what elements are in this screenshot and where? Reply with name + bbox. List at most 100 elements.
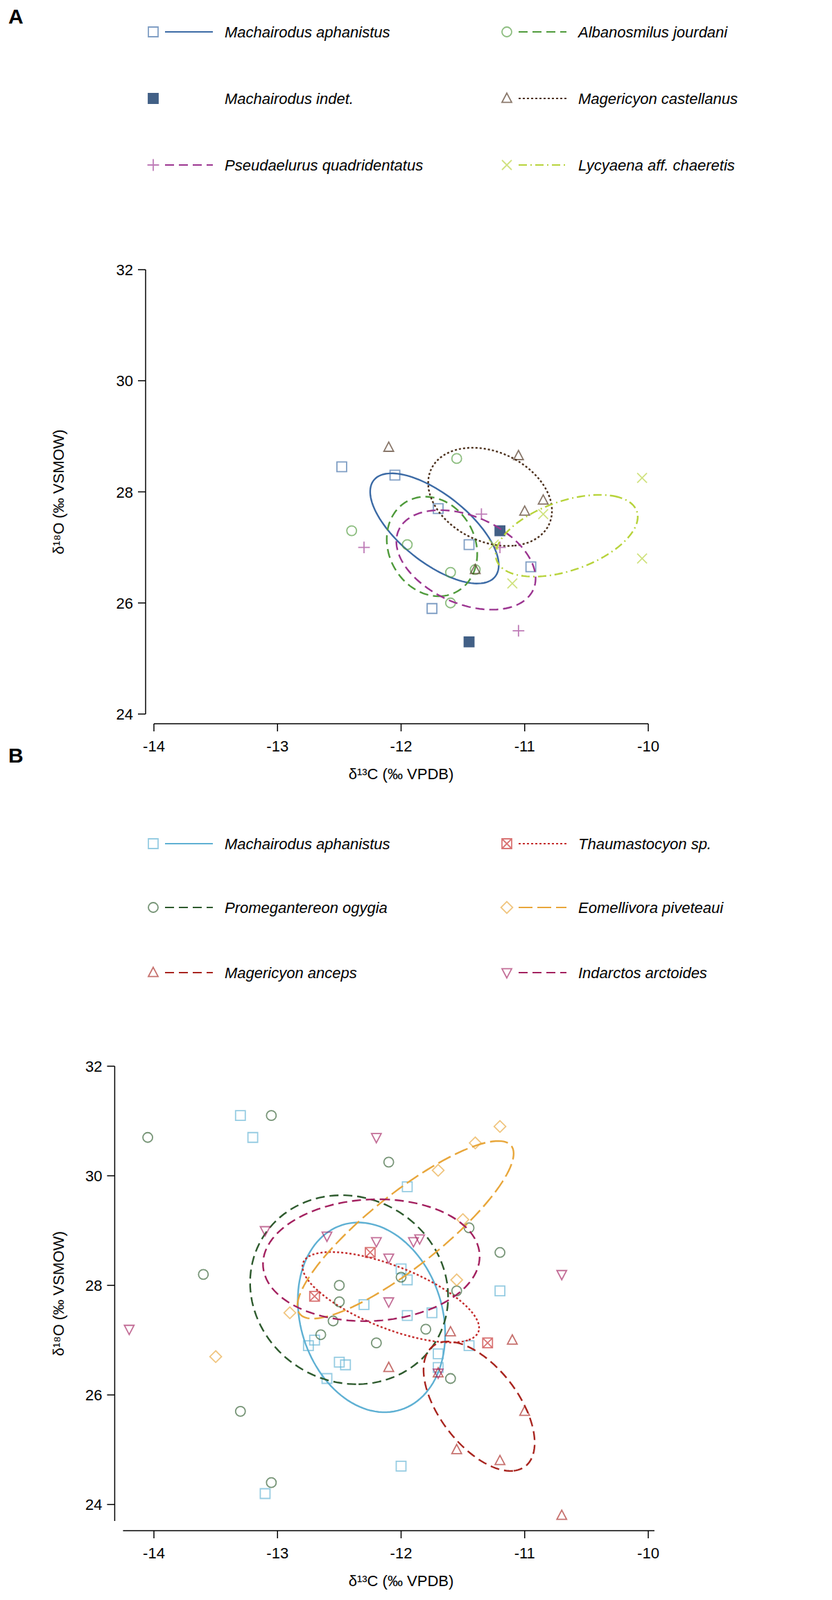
legend-label: Magericyon anceps — [224, 964, 358, 982]
point — [482, 1338, 493, 1348]
point — [334, 1357, 344, 1368]
y-tick — [106, 1504, 115, 1506]
x-tick-label: -10 — [637, 737, 660, 756]
point — [346, 526, 357, 536]
ellipse — [423, 1341, 535, 1472]
x-tick — [277, 1530, 279, 1539]
axes: -14-13-12-11-102426283032δ¹³C (‰ VPDB)δ¹… — [49, 1058, 660, 1590]
point — [402, 540, 412, 550]
point — [284, 1306, 297, 1319]
legend-marker — [501, 27, 512, 37]
point — [235, 1110, 246, 1121]
figure: AMachairodus aphanistusAlbanosmilus jour… — [0, 0, 832, 1600]
point — [334, 1297, 344, 1307]
point — [336, 461, 347, 472]
legend-marker — [147, 159, 160, 172]
point — [358, 541, 371, 554]
point — [359, 1300, 369, 1310]
legend: Machairodus aphanistusThaumastocyon sp.P… — [148, 835, 724, 982]
legend: Machairodus aphanistusAlbanosmilus jourd… — [147, 23, 738, 175]
point — [452, 453, 462, 464]
y-tick — [137, 602, 146, 604]
point — [334, 1280, 344, 1291]
point — [445, 1374, 456, 1384]
y-tick — [137, 491, 146, 493]
legend-line — [518, 843, 567, 845]
point — [495, 1286, 505, 1296]
point — [384, 442, 394, 452]
point — [266, 1478, 276, 1488]
point — [210, 1350, 222, 1363]
legend-marker — [501, 92, 512, 102]
point — [433, 1349, 444, 1359]
legend-marker — [148, 967, 159, 977]
point — [396, 1461, 407, 1472]
y-tick — [106, 1175, 115, 1177]
point — [384, 1157, 394, 1167]
point — [427, 603, 437, 614]
point — [390, 470, 401, 480]
point — [309, 1291, 320, 1302]
point — [452, 1444, 462, 1454]
legend-label: Promegantereon ogygia — [224, 899, 388, 917]
legend-label: Thaumastocyon sp. — [578, 835, 712, 853]
plot-marks — [124, 1110, 567, 1520]
plot-marks — [336, 442, 647, 647]
y-tick-label: 24 — [85, 1496, 102, 1514]
x-tick-label: -14 — [142, 737, 166, 756]
ellipse — [386, 497, 478, 597]
x-tick — [524, 723, 526, 732]
legend-label: Machairodus aphanistus — [224, 23, 390, 41]
point — [384, 1297, 394, 1307]
point — [512, 624, 525, 637]
x-tick-label: -11 — [514, 1544, 536, 1563]
x-tick — [153, 1530, 155, 1539]
y-tick — [137, 713, 146, 715]
x-tick-label: -13 — [266, 737, 289, 756]
ellipse — [250, 1195, 449, 1385]
point — [469, 1137, 482, 1149]
legend-marker — [148, 838, 159, 849]
point — [396, 1272, 407, 1282]
x-tick-label: -11 — [514, 737, 536, 756]
legend-line — [165, 972, 213, 974]
x-axis-title: δ¹³C (‰ VPDB) — [348, 765, 455, 783]
point — [309, 1335, 320, 1346]
point — [507, 578, 518, 589]
legend-line — [518, 972, 567, 974]
point — [414, 1234, 425, 1244]
point — [371, 1237, 382, 1247]
y-tick — [106, 1065, 115, 1068]
point — [371, 1133, 382, 1143]
point — [198, 1269, 208, 1280]
legend-label: Eomellivora piveteaui — [578, 899, 724, 917]
point — [124, 1325, 134, 1335]
point — [371, 1338, 382, 1348]
panel-letter: B — [8, 743, 24, 767]
y-tick-label: 30 — [85, 1167, 102, 1185]
x-tick — [277, 723, 279, 732]
legend-label: Pseudaelurus quadridentatus — [224, 156, 423, 175]
point — [365, 1248, 376, 1258]
point — [520, 506, 530, 516]
point — [637, 553, 647, 564]
legend-line — [518, 97, 567, 100]
y-tick-label: 28 — [85, 1277, 102, 1295]
point — [637, 472, 647, 483]
point — [556, 1270, 567, 1280]
point — [142, 1132, 153, 1143]
y-axis-line — [114, 1066, 116, 1522]
point — [445, 567, 456, 578]
legend-label: Indarctos arctoides — [578, 964, 708, 982]
point — [495, 1455, 505, 1465]
y-axis-title: δ¹⁸O (‰ VSMOW) — [49, 429, 68, 554]
x-tick-label: -13 — [266, 1544, 289, 1563]
point — [464, 637, 475, 647]
legend-marker — [148, 93, 159, 104]
legend-line — [165, 843, 213, 845]
point — [266, 1110, 276, 1121]
ellipse — [396, 510, 536, 611]
y-tick-label: 26 — [85, 1386, 102, 1404]
y-tick — [137, 380, 146, 383]
ellipse — [297, 1141, 514, 1319]
